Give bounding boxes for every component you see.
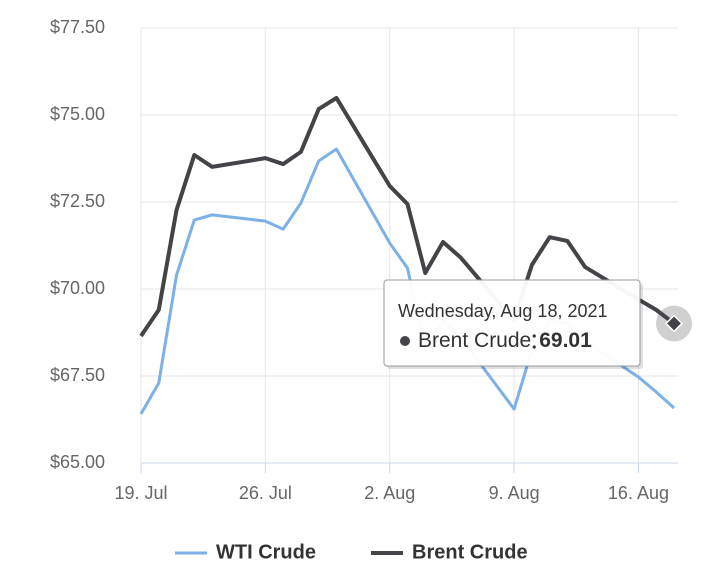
x-tick-label: 16. Aug (608, 483, 669, 503)
tooltip-colon-dot (532, 345, 536, 349)
tooltip: Wednesday, Aug 18, 2021 Brent Crude 69.01 (383, 279, 643, 369)
legend-label: Brent Crude (412, 541, 528, 563)
series-line (139, 95, 676, 338)
tooltip-value: 69.01 (539, 329, 592, 352)
tooltip-series-name: Brent Crude (418, 329, 531, 352)
x-tick-label: 19. Jul (114, 483, 167, 503)
hover-marker (664, 314, 684, 333)
tooltip-colon-dot (532, 334, 536, 338)
y-tick-label: $77.50 (50, 17, 105, 37)
y-tick-label: $65.00 (50, 452, 105, 472)
y-tick-label: $70.00 (50, 278, 105, 298)
x-tick-label: 2. Aug (364, 483, 415, 503)
tooltip-box (383, 279, 641, 367)
y-tick-label: $75.00 (50, 104, 105, 124)
x-tick-label: 9. Aug (489, 483, 540, 503)
legend-label: WTI Crude (216, 541, 316, 563)
tooltip-line: Brent Crude 69.01 (418, 329, 592, 352)
tooltip-header: Wednesday, Aug 18, 2021 (398, 301, 608, 321)
x-tick-label: 26. Jul (239, 483, 292, 503)
y-tick-label: $72.50 (50, 191, 105, 211)
y-tick-label: $67.50 (50, 365, 105, 385)
tooltip-bullet (400, 336, 410, 346)
